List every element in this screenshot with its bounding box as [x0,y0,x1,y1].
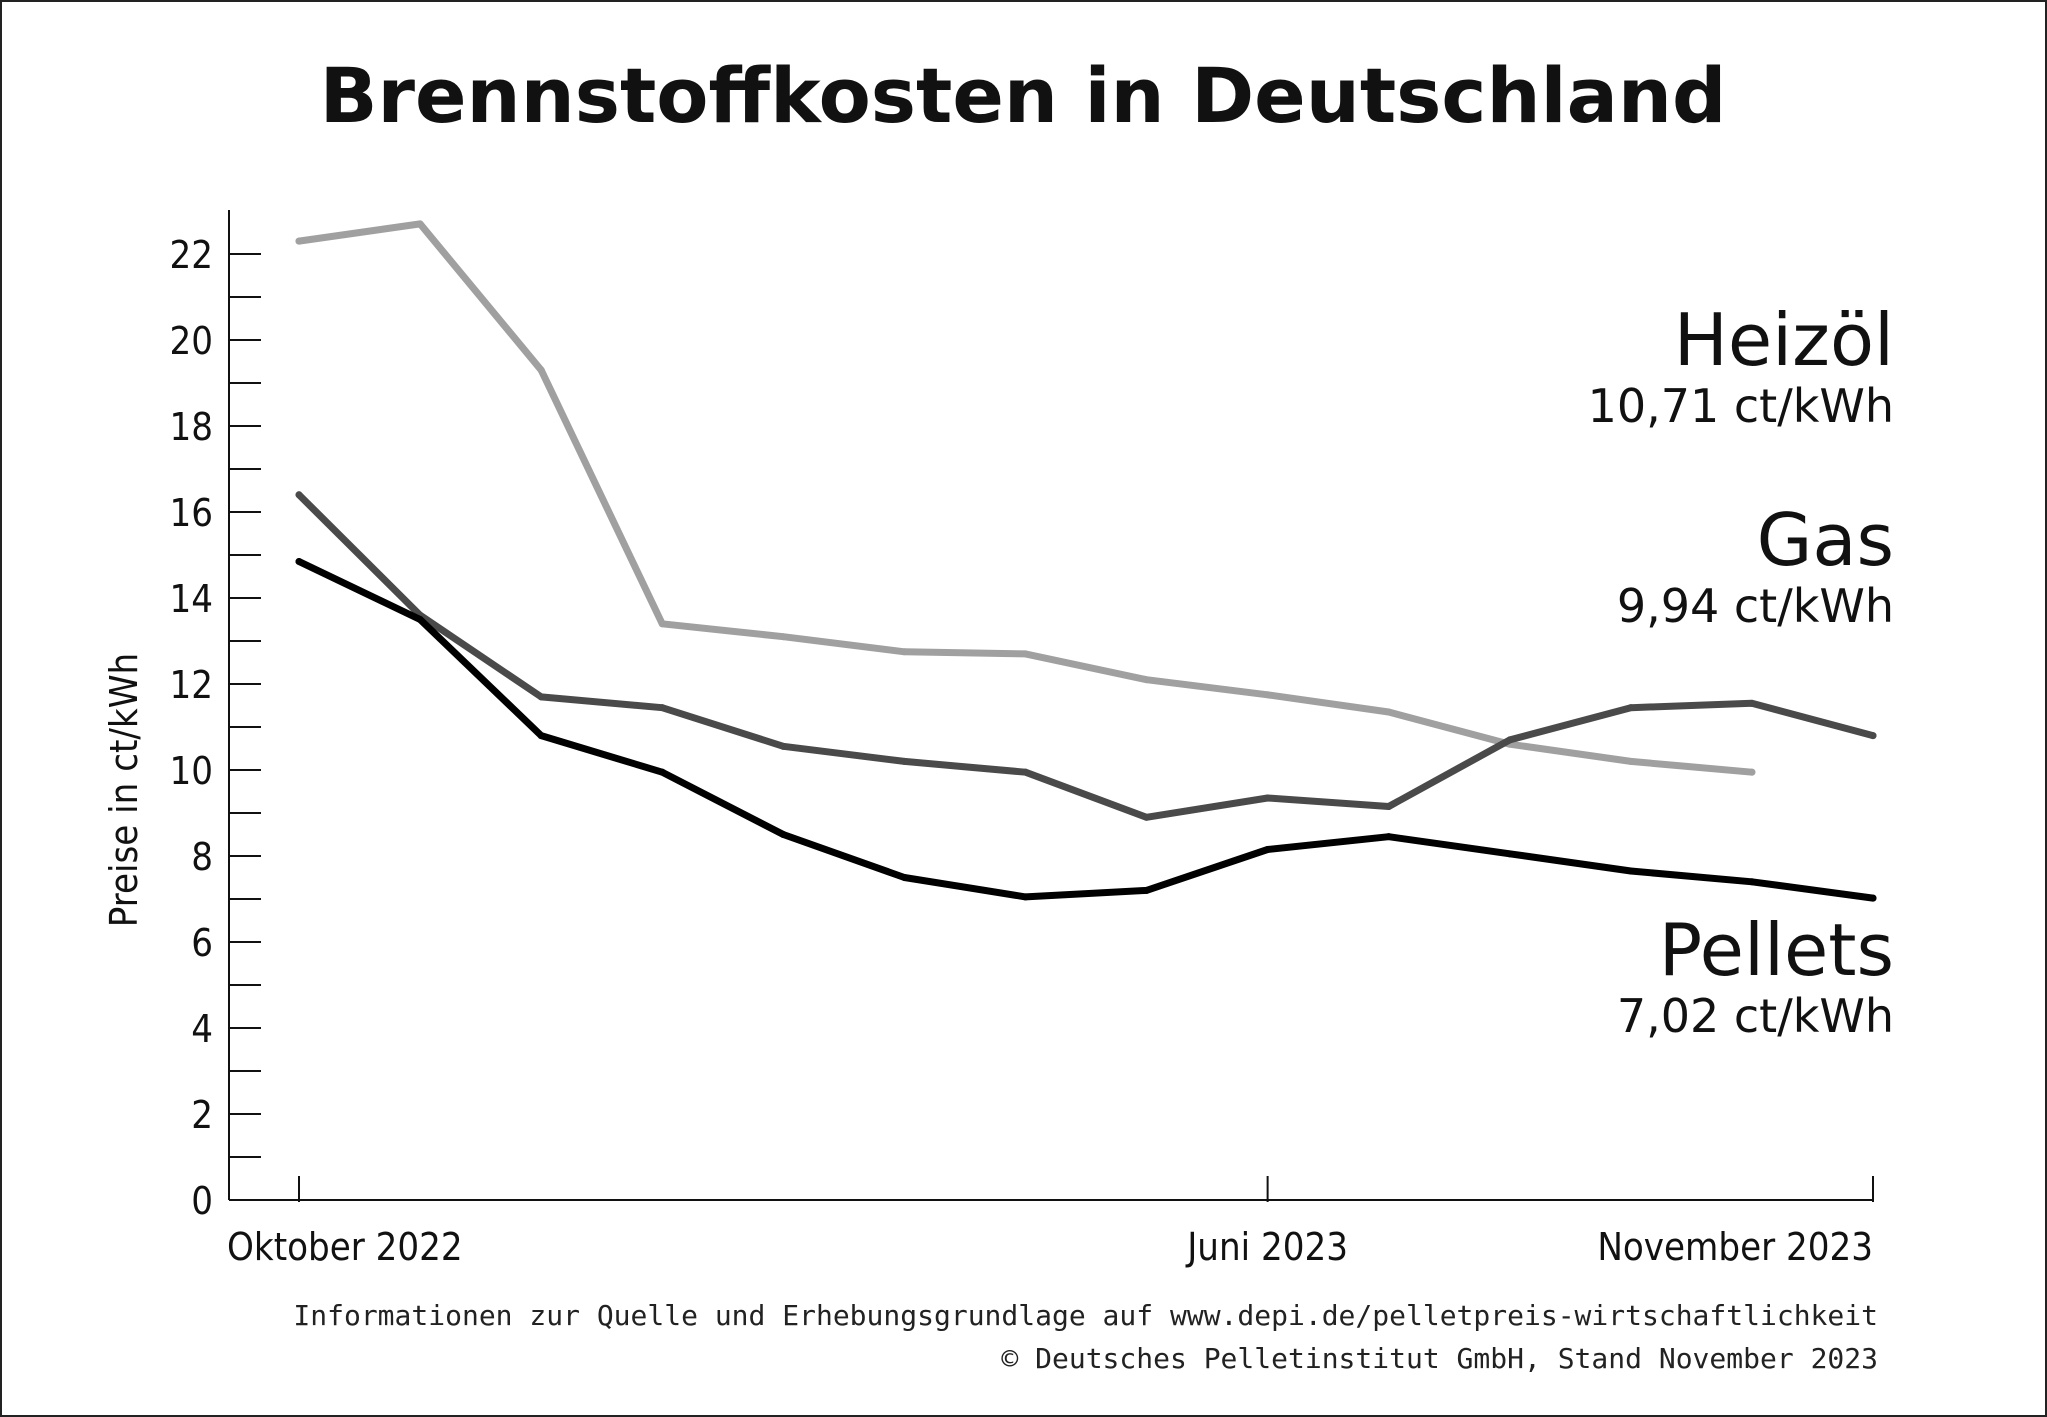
data-point [295,557,303,565]
data-point [1748,878,1756,886]
x-tick-label: Juni 2023 [1185,1225,1348,1269]
y-tick-label: 20 [170,319,214,363]
y-tick-label: 4 [191,1007,213,1051]
data-point [1506,736,1514,744]
data-point [1143,886,1151,894]
data-point [537,366,545,374]
data-point [1627,757,1635,765]
data-point [1264,794,1272,802]
series-line-pellets [295,558,1877,902]
y-tick-label: 10 [170,749,214,793]
data-point [416,616,424,623]
x-tick-label: November 2023 [1597,1225,1873,1269]
y-axis-label: Preise in ct/kWh [102,653,146,927]
data-point [779,742,787,750]
y-tick-label: 2 [191,1093,213,1137]
data-point [1021,893,1029,901]
data-point [779,633,787,641]
y-tick-label: 6 [191,921,213,965]
data-point [658,704,666,712]
series-line-gas [295,491,1877,821]
y-tick-label: 14 [170,577,214,621]
series-value-label: 7,02 ct/kWh [1617,989,1894,1043]
data-point [779,831,787,838]
chart-title: Brennstoffkosten in Deutschland [320,51,1727,140]
data-point [1627,704,1635,712]
data-point [1021,650,1029,658]
data-point [1869,894,1877,902]
footer-source: Informationen zur Quelle und Erhebungsgr… [293,1299,1878,1332]
data-point [295,491,303,499]
y-tick-label: 8 [191,835,213,879]
data-point [1264,846,1272,854]
data-point [537,732,545,740]
data-point [1869,732,1877,740]
data-point [1143,676,1151,684]
series-name-label: Gas [1757,498,1894,582]
series-value-label: 10,71 ct/kWh [1588,379,1894,433]
data-point [1506,850,1514,858]
data-point [1264,691,1272,699]
data-point [658,768,666,776]
data-point [1385,708,1393,716]
data-point [1143,813,1151,821]
data-point [1021,768,1029,776]
data-point [1627,867,1635,875]
x-tick-label: Oktober 2022 [227,1225,463,1269]
data-point [900,874,908,881]
data-point [900,757,908,765]
footer-copyright: © Deutsches Pelletinstitut GmbH, Stand N… [1001,1342,1878,1375]
y-tick-label: 18 [170,405,214,449]
y-tick-label: 16 [170,491,214,535]
data-point [1748,768,1756,776]
y-tick-label: 22 [170,233,214,277]
series-name-label: Pellets [1659,908,1894,992]
data-point [1385,833,1393,841]
axes: 0 2 4 6 8 10 12 14 16 18 20 22 Oktober 2022 Juni 2023… [170,210,1874,1269]
data-point [295,237,303,245]
data-point [416,220,424,228]
data-point [1748,699,1756,707]
y-tick-label: 0 [191,1179,213,1223]
series-lines [295,220,1877,902]
series-name-label: Heizöl [1674,298,1894,382]
y-tick-label: 12 [170,663,214,707]
data-point [658,620,666,628]
data-point [900,648,908,656]
data-point [537,693,545,701]
data-point [1385,803,1393,811]
series-value-label: 9,94 ct/kWh [1617,579,1894,633]
